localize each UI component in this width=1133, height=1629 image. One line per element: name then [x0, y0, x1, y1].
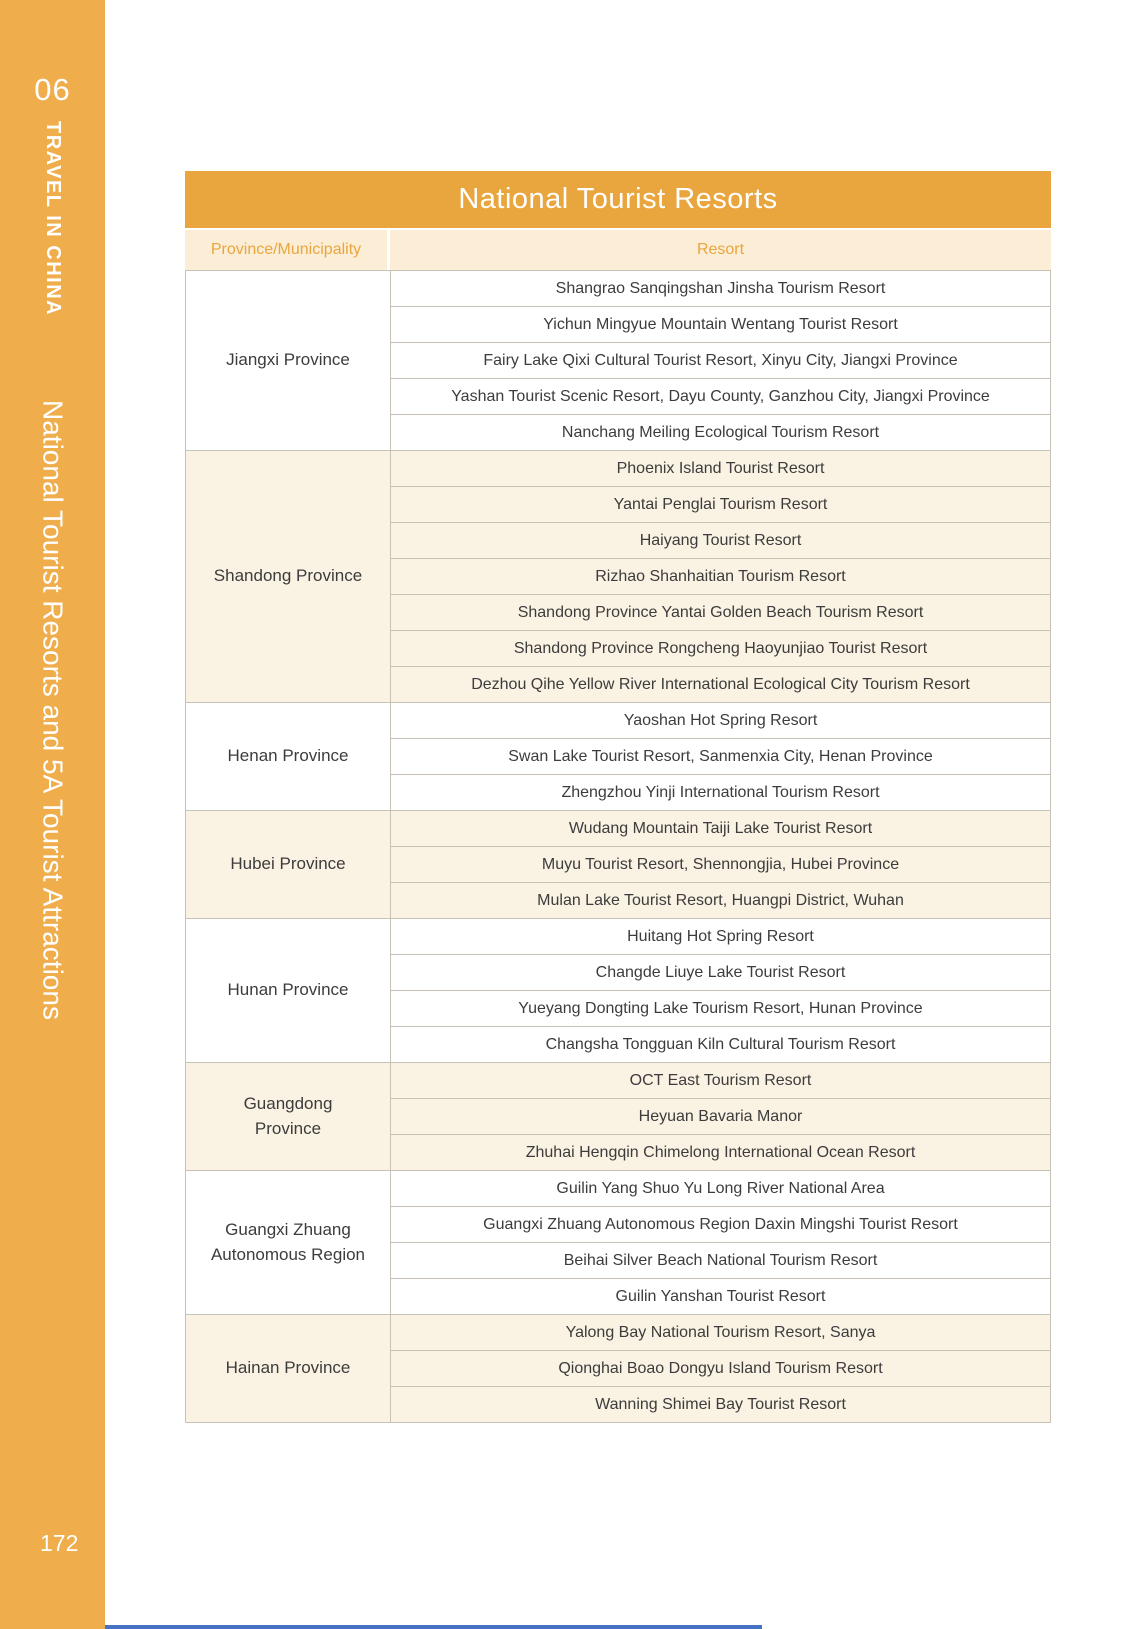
- resort-row: Wudang Mountain Taiji Lake Tourist Resor…: [568, 819, 873, 837]
- resort-row: Guangxi Zhuang Autonomous Region Daxin M…: [391, 1206, 1050, 1242]
- sidebar-section-title: National Tourist Resorts and 5A Tourist …: [37, 400, 69, 1020]
- footer-accent-bar: [105, 1625, 762, 1629]
- resort-row: Shangrao Sanqingshan Jinsha Tourism Reso…: [555, 279, 886, 297]
- resort-row: Rizhao Shanhaitian Tourism Resort: [391, 558, 1050, 594]
- resort-row: Zhengzhou Yinji International Tourism Re…: [391, 774, 1050, 810]
- province-name: Hubei Province: [186, 811, 391, 918]
- resort-row: Shandong Province Rongcheng Haoyunjiao T…: [391, 630, 1050, 666]
- province-name: Hainan Province: [186, 1315, 391, 1422]
- resort-row: Muyu Tourist Resort, Shennongjia, Hubei …: [391, 846, 1050, 882]
- resort-row: Nanchang Meiling Ecological Tourism Reso…: [391, 414, 1050, 450]
- resort-row: Changde Liuye Lake Tourist Resort: [391, 954, 1050, 990]
- province-section-henan: Henan Province Yaoshan Hot Spring Resort…: [186, 702, 1050, 810]
- side-title-wrap: National Tourist Resorts and 5A Tourist …: [0, 400, 105, 1020]
- resort-row: Qionghai Boao Dongyu Island Tourism Reso…: [391, 1350, 1050, 1386]
- resort-row: Dezhou Qihe Yellow River International E…: [391, 666, 1050, 702]
- resort-list: Huitang Hot Spring Resort Changde Liuye …: [391, 919, 1050, 1062]
- resort-row: Shandong Province Yantai Golden Beach To…: [391, 594, 1050, 630]
- resort-row: Yichun Mingyue Mountain Wentang Tourist …: [391, 306, 1050, 342]
- resort-row: Wanning Shimei Bay Tourist Resort: [391, 1386, 1050, 1422]
- national-tourist-resorts-table: National Tourist Resorts Province/Munici…: [185, 171, 1051, 1423]
- province-name: Guangxi Zhuang Autonomous Region: [186, 1171, 391, 1314]
- province-name: Jiangxi Province: [186, 271, 391, 450]
- province-section-hubei: Hubei Province Wudang Mountain Taiji Lak…: [186, 810, 1050, 918]
- resort-row: Yalong Bay National Tourism Resort, Sany…: [565, 1323, 876, 1341]
- resort-row: Yashan Tourist Scenic Resort, Dayu Count…: [391, 378, 1050, 414]
- resort-row: Swan Lake Tourist Resort, Sanmenxia City…: [391, 738, 1050, 774]
- page-number: 172: [40, 1530, 79, 1556]
- chapter-number: 06: [34, 72, 71, 107]
- resort-row: Zhuhai Hengqin Chimelong International O…: [391, 1134, 1050, 1170]
- resort-row: Haiyang Tourist Resort: [391, 522, 1050, 558]
- table-title: National Tourist Resorts: [185, 171, 1051, 230]
- province-section-jiangxi: Jiangxi Province Shangrao Sanqingshan Ji…: [186, 270, 1050, 450]
- province-section-guangxi: Guangxi Zhuang Autonomous Region Guilin …: [186, 1170, 1050, 1314]
- province-name: Guangdong Province: [186, 1063, 391, 1170]
- resort-row: Changsha Tongguan Kiln Cultural Tourism …: [391, 1026, 1050, 1062]
- column-header-province: Province/Municipality: [185, 230, 390, 270]
- chapter-label: TRAVEL IN CHINA: [42, 121, 64, 317]
- resort-row: Phoenix Island Tourist Resort: [616, 459, 825, 477]
- province-name: Henan Province: [186, 703, 391, 810]
- resort-row: Beihai Silver Beach National Tourism Res…: [391, 1242, 1050, 1278]
- province-section-hunan: Hunan Province Huitang Hot Spring Resort…: [186, 918, 1050, 1062]
- province-name: Hunan Province: [186, 919, 391, 1062]
- province-section-hainan: Hainan Province Yalong Bay National Tour…: [186, 1314, 1050, 1422]
- table-header-row: Province/Municipality Resort: [185, 230, 1051, 270]
- resort-list: Yalong Bay National Tourism Resort, Sany…: [391, 1315, 1050, 1422]
- table-body: Jiangxi Province Shangrao Sanqingshan Ji…: [185, 270, 1051, 1423]
- province-section-shandong: Shandong Province Phoenix Island Tourist…: [186, 450, 1050, 702]
- chapter-sidebar: 06 TRAVEL IN CHINA National Tourist Reso…: [0, 0, 105, 1629]
- resort-row: Yueyang Dongting Lake Tourism Resort, Hu…: [391, 990, 1050, 1026]
- column-header-resort: Resort: [696, 241, 745, 258]
- resort-row: Yaoshan Hot Spring Resort: [623, 711, 818, 729]
- resort-row: Yantai Penglai Tourism Resort: [391, 486, 1050, 522]
- resort-list: Guilin Yang Shuo Yu Long River National …: [391, 1171, 1050, 1314]
- resort-row: Mulan Lake Tourist Resort, Huangpi Distr…: [391, 882, 1050, 918]
- province-name: Shandong Province: [186, 451, 391, 702]
- resort-list: OCT East Tourism Resort Heyuan Bavaria M…: [391, 1063, 1050, 1170]
- resort-row: Huitang Hot Spring Resort: [627, 927, 814, 945]
- resort-row: OCT East Tourism Resort: [629, 1071, 812, 1089]
- resort-row: Fairy Lake Qixi Cultural Tourist Resort,…: [391, 342, 1050, 378]
- resort-list: Phoenix Island Tourist Resort Yantai Pen…: [391, 451, 1050, 702]
- province-section-guangdong: Guangdong Province OCT East Tourism Reso…: [186, 1062, 1050, 1170]
- resort-list: Shangrao Sanqingshan Jinsha Tourism Reso…: [391, 271, 1050, 450]
- chapter-label-wrap: TRAVEL IN CHINA: [0, 121, 105, 316]
- resort-row: Heyuan Bavaria Manor: [391, 1098, 1050, 1134]
- resort-row: Guilin Yanshan Tourist Resort: [391, 1278, 1050, 1314]
- resort-list: Yaoshan Hot Spring Resort Swan Lake Tour…: [391, 703, 1050, 810]
- resort-list: Wudang Mountain Taiji Lake Tourist Resor…: [391, 811, 1050, 918]
- resort-row: Guilin Yang Shuo Yu Long River National …: [556, 1179, 885, 1197]
